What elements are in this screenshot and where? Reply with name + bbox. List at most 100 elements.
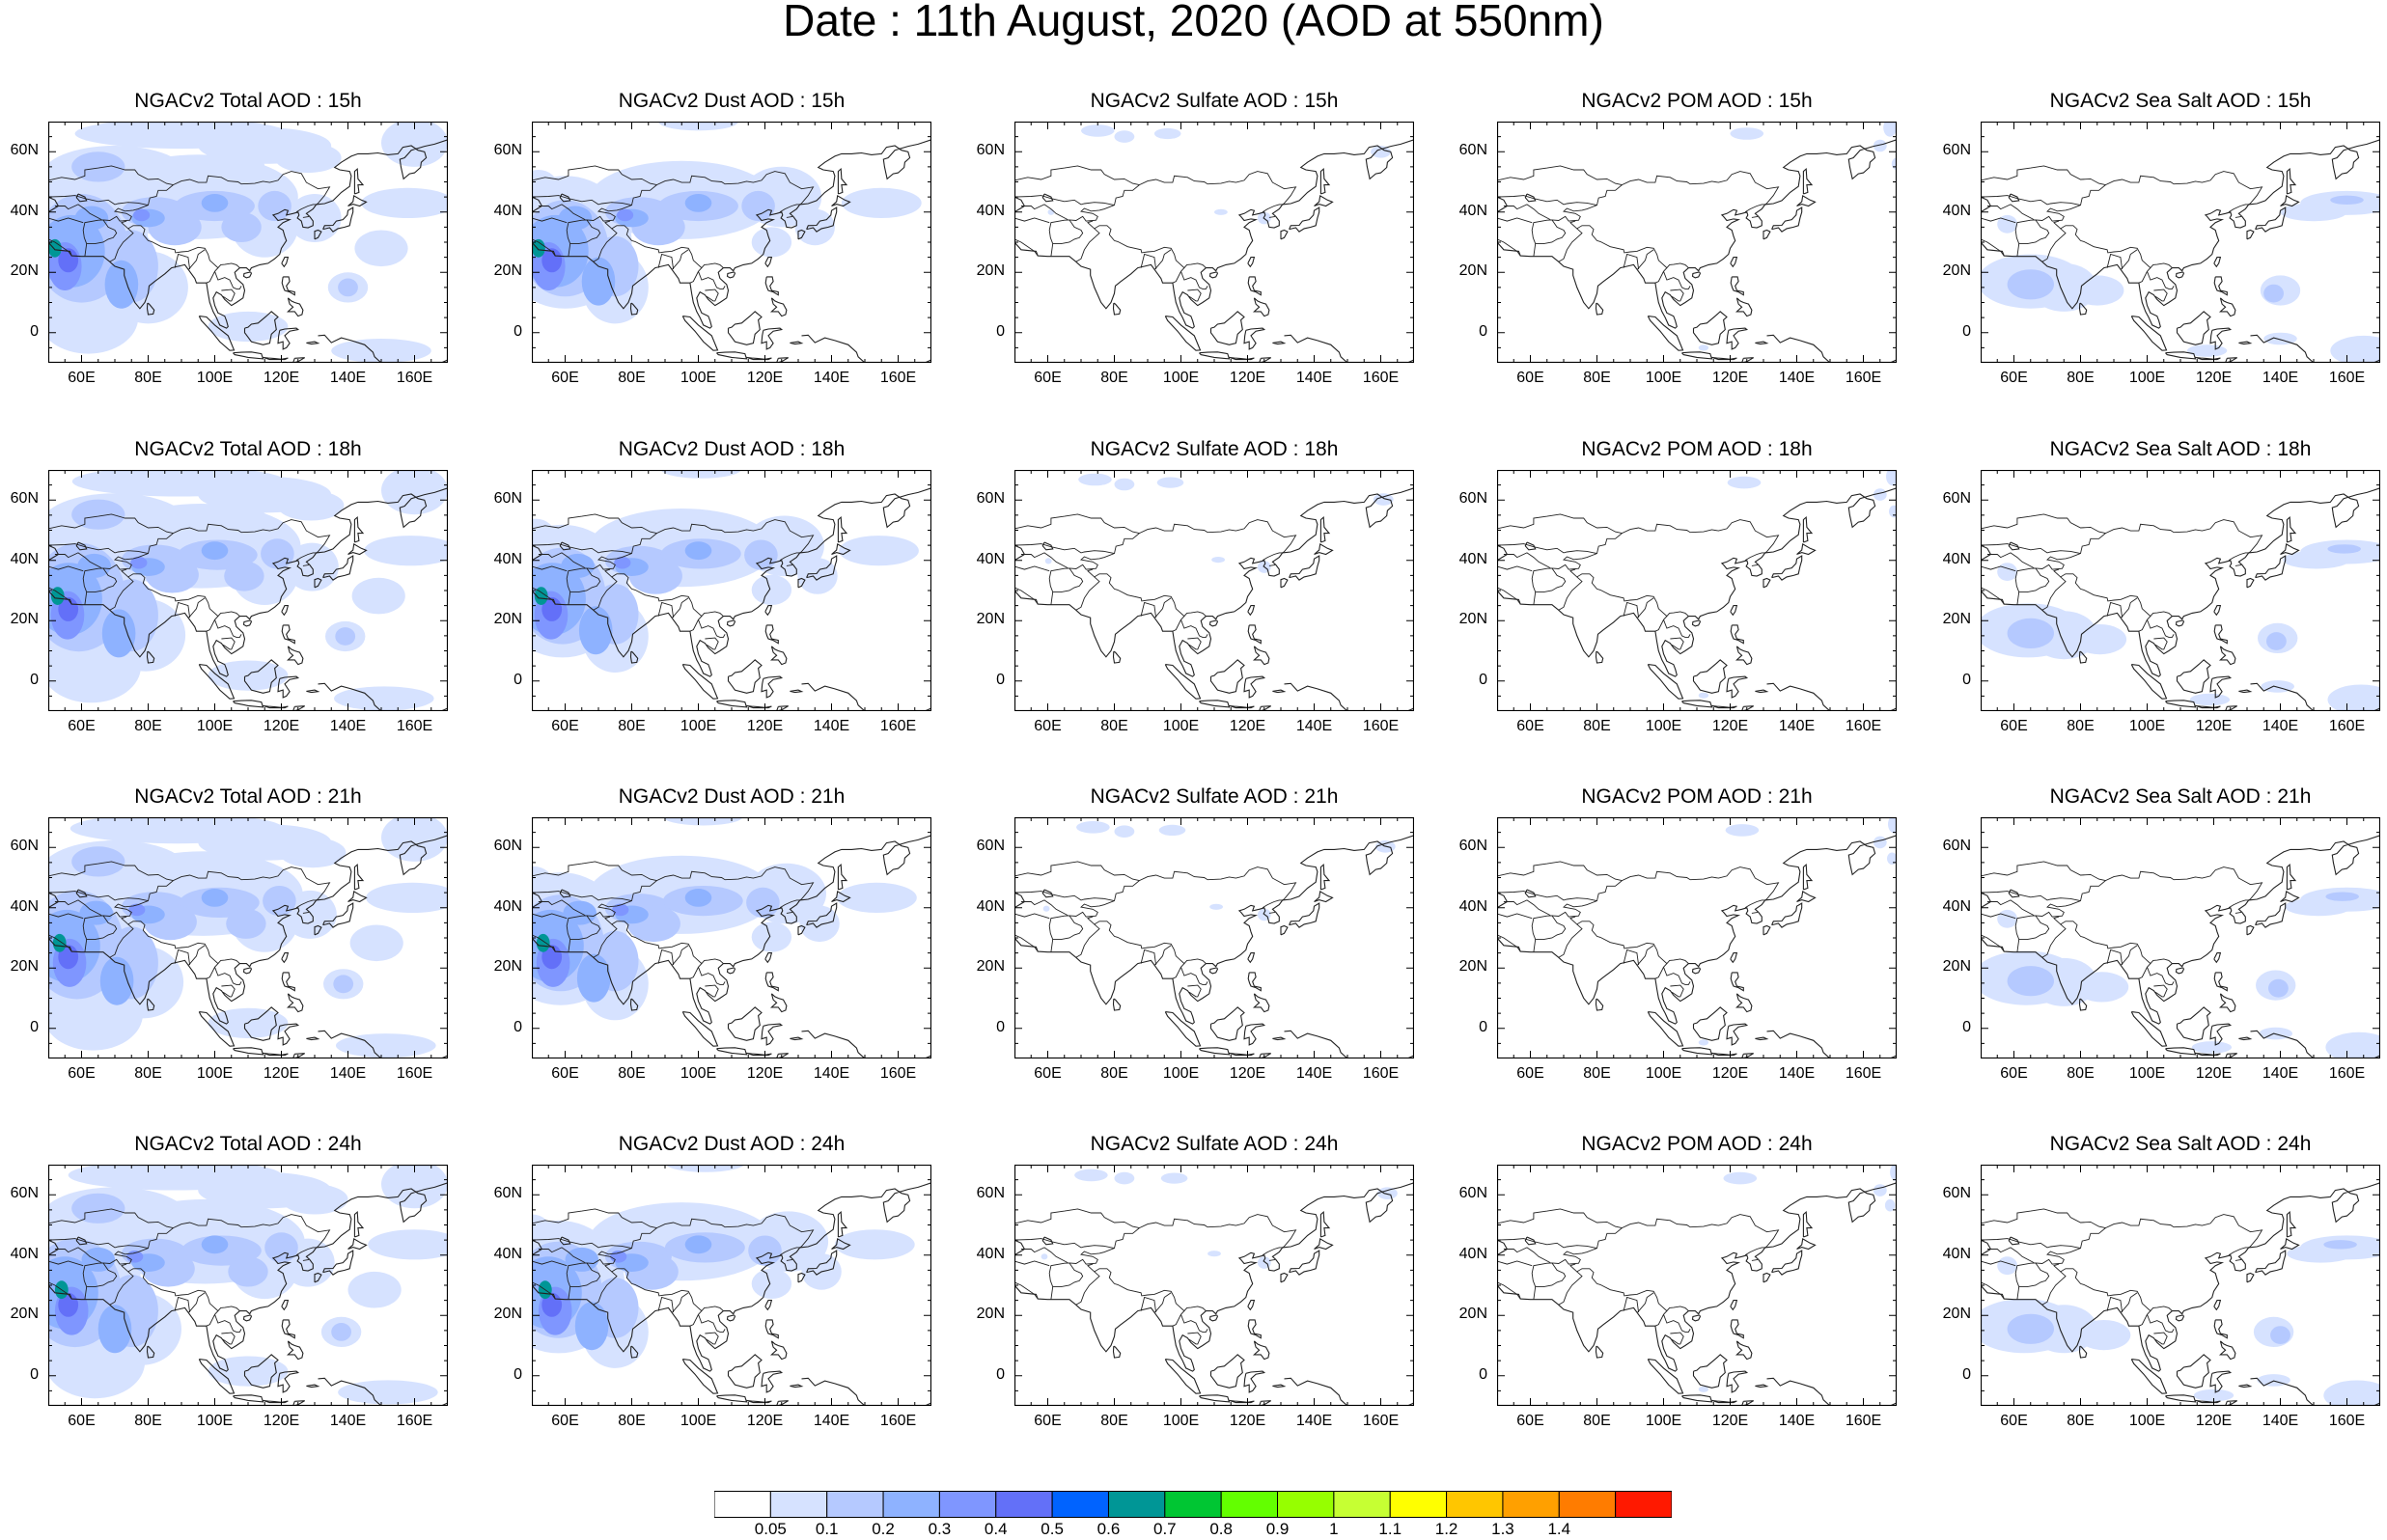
lat-tick-label: 0 xyxy=(1479,1365,1487,1383)
coastline xyxy=(764,972,779,992)
coastline xyxy=(318,682,382,711)
lon-tick-label: 160E xyxy=(1362,1413,1400,1429)
coastline xyxy=(2213,1319,2228,1339)
lon-tick-label: 120E xyxy=(2195,718,2233,734)
coastline xyxy=(532,1182,931,1372)
coastline xyxy=(2176,659,2211,694)
coastline xyxy=(1229,356,1255,361)
coastline xyxy=(286,297,304,317)
lat-tick-label: 20N xyxy=(493,1306,522,1323)
country-border xyxy=(1262,1247,1283,1256)
country-border xyxy=(2228,899,2249,909)
coastline xyxy=(2195,1052,2221,1057)
coastline xyxy=(1762,577,1771,589)
coastline xyxy=(1692,1354,1728,1389)
coastline xyxy=(1247,276,1262,296)
country-border xyxy=(1497,587,1521,605)
country-border xyxy=(1981,1238,2081,1250)
aod-fill-region xyxy=(610,1251,627,1263)
lat-tick-label: 0 xyxy=(996,1365,1005,1383)
aod-fill-region xyxy=(198,151,265,182)
lon-tick-label: 140E xyxy=(813,370,850,386)
coastline xyxy=(2250,1377,2315,1406)
colorbar-tick-label: 0.5 xyxy=(1041,1520,1064,1538)
aod-fill-region xyxy=(1725,824,1760,837)
aod-fill-region xyxy=(1887,852,1897,866)
coastline xyxy=(2213,257,2222,268)
coastline xyxy=(2209,1370,2233,1393)
aod-fill-region xyxy=(281,1184,348,1215)
lat-tick-label: 60N xyxy=(1942,1185,1971,1202)
coastline xyxy=(1014,1182,1414,1372)
lat-tick-label: 0 xyxy=(513,1018,522,1035)
colorbar-box xyxy=(826,1491,884,1518)
coastline xyxy=(2165,1047,2197,1056)
country-border xyxy=(593,1268,724,1312)
aod-fill-region xyxy=(1884,1198,1896,1212)
coastline xyxy=(1726,1023,1749,1046)
aod-fill-region xyxy=(2263,284,2284,303)
aod-fill-region xyxy=(2287,1244,2354,1263)
country-border xyxy=(2041,921,2173,965)
country-border xyxy=(538,899,586,916)
coastline xyxy=(1319,515,1331,543)
lon-tick-label: 160E xyxy=(2328,370,2366,386)
lat-tick-label: 40N xyxy=(493,550,522,567)
coastline xyxy=(1164,664,1202,700)
coastline xyxy=(1691,1314,1701,1322)
country-border xyxy=(532,1281,556,1300)
lon-tick-label: 100E xyxy=(1162,370,1200,386)
coastline xyxy=(1766,682,1831,711)
lat-tick-label: 40N xyxy=(493,897,522,915)
country-border xyxy=(532,195,632,206)
lon-tick-label: 60E xyxy=(551,370,579,386)
lat-tick-label: 0 xyxy=(513,1365,522,1383)
country-border xyxy=(188,249,206,270)
colorbar-tick-label: 1.3 xyxy=(1491,1520,1514,1538)
coastline xyxy=(1647,664,1684,700)
coastline xyxy=(1755,689,1769,694)
aod-fill-region xyxy=(2327,684,2380,711)
coastline xyxy=(1164,316,1202,351)
lon-tick-label: 100E xyxy=(2128,1413,2166,1429)
lon-tick-label: 140E xyxy=(2262,370,2299,386)
coastline xyxy=(1209,659,1245,694)
coastline xyxy=(761,1370,784,1393)
lon-tick-label: 140E xyxy=(329,718,367,734)
colorbar-tick-label: 0.6 xyxy=(1096,1520,1121,1538)
country-border xyxy=(1497,861,1623,882)
aod-fill-region xyxy=(1114,130,1135,143)
aod-fill-region xyxy=(101,609,136,658)
country-border xyxy=(1558,921,1689,965)
lon-tick-label: 120E xyxy=(2195,1065,2233,1082)
country-border xyxy=(2014,519,2263,605)
aod-fill-region xyxy=(1723,1171,1758,1185)
coastline xyxy=(242,619,252,627)
coastline xyxy=(1681,700,1713,708)
coastline xyxy=(726,619,736,627)
coastline xyxy=(629,998,639,1011)
colorbar-tick-label: 0.1 xyxy=(815,1520,839,1538)
country-border xyxy=(538,1247,586,1263)
coastline xyxy=(2213,972,2228,992)
country-border xyxy=(1262,204,1283,213)
lon-tick-label: 120E xyxy=(746,370,784,386)
coastline xyxy=(286,646,304,666)
aod-fill-region xyxy=(684,541,712,561)
lon-tick-label: 120E xyxy=(1711,1413,1749,1429)
country-border xyxy=(1020,204,1069,220)
coastline xyxy=(2250,682,2315,711)
coastline xyxy=(1981,1239,1992,1256)
country-border xyxy=(657,1296,675,1313)
lat-tick-label: 40N xyxy=(493,1245,522,1262)
country-border xyxy=(54,204,102,220)
country-border xyxy=(2014,1214,2263,1300)
lon-tick-label: 60E xyxy=(551,718,579,734)
aod-fill-region xyxy=(744,539,778,570)
coastline xyxy=(2078,1345,2088,1359)
coastline xyxy=(761,675,784,699)
lat-tick-label: 20N xyxy=(10,1306,39,1323)
coastline xyxy=(2165,700,2197,708)
country-border xyxy=(532,165,657,186)
coastline xyxy=(2078,650,2088,664)
